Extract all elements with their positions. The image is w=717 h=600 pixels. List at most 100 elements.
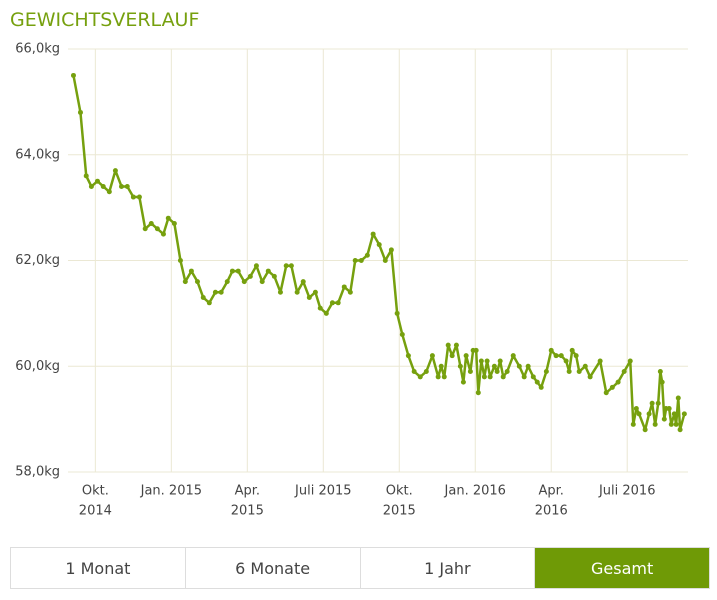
point bbox=[657, 369, 663, 375]
point bbox=[615, 379, 621, 385]
point bbox=[649, 400, 655, 406]
point bbox=[497, 358, 503, 364]
point bbox=[364, 252, 370, 258]
point bbox=[294, 289, 300, 295]
point bbox=[83, 173, 89, 179]
point bbox=[130, 194, 136, 200]
point bbox=[376, 242, 382, 248]
x-tick-label: Jan. 2015 bbox=[140, 484, 202, 499]
range-button[interactable]: 6 Monate bbox=[184, 548, 360, 588]
point bbox=[399, 332, 405, 338]
point bbox=[543, 369, 549, 375]
point bbox=[573, 353, 579, 359]
point bbox=[206, 300, 212, 306]
point bbox=[569, 347, 575, 353]
point bbox=[218, 289, 224, 295]
point bbox=[288, 263, 294, 269]
x-tick-label: Jan. 2016 bbox=[444, 484, 506, 499]
point bbox=[94, 178, 100, 184]
point bbox=[633, 406, 639, 412]
point bbox=[388, 247, 394, 253]
x-tick-label: Okt. bbox=[386, 484, 413, 499]
point bbox=[394, 310, 400, 316]
point bbox=[100, 183, 106, 189]
point bbox=[382, 258, 388, 263]
point bbox=[253, 263, 259, 269]
point bbox=[491, 363, 497, 369]
point bbox=[449, 353, 455, 359]
point bbox=[329, 300, 335, 306]
range-button[interactable]: 1 Monat bbox=[65, 558, 131, 578]
point bbox=[335, 300, 341, 306]
point bbox=[473, 347, 479, 353]
point bbox=[88, 183, 94, 189]
point bbox=[609, 384, 615, 390]
point bbox=[347, 289, 353, 295]
point bbox=[668, 421, 674, 427]
chart: GEWICHTSVERLAUF 58,0kg 60,0kg 62,0kg 64,0kg… bbox=[10, 9, 688, 519]
x-tick-label: 2016 bbox=[535, 504, 568, 519]
point bbox=[646, 411, 652, 417]
point bbox=[538, 384, 544, 390]
point bbox=[636, 411, 642, 417]
point bbox=[352, 258, 358, 263]
point bbox=[224, 279, 230, 285]
point bbox=[429, 353, 435, 359]
x-tick-label: 2014 bbox=[79, 504, 112, 519]
point bbox=[271, 273, 277, 279]
point bbox=[235, 268, 241, 274]
point bbox=[478, 358, 484, 364]
point bbox=[582, 363, 588, 369]
point bbox=[445, 342, 451, 348]
point bbox=[435, 374, 441, 380]
x-tick-label: Okt. bbox=[82, 484, 109, 499]
point bbox=[558, 353, 564, 359]
point bbox=[494, 369, 500, 375]
point bbox=[516, 363, 522, 369]
point bbox=[642, 427, 648, 433]
point bbox=[306, 295, 312, 301]
point bbox=[463, 353, 469, 359]
point bbox=[136, 194, 142, 200]
range-selector: 1 Monat 6 Monate 1 Jahr Gesamt bbox=[10, 547, 710, 589]
point bbox=[124, 183, 130, 189]
point bbox=[283, 263, 289, 269]
point bbox=[405, 353, 411, 359]
y-tick-label: 66,0kg bbox=[15, 42, 60, 57]
point bbox=[112, 168, 118, 174]
y-tick-label: 60,0kg bbox=[15, 359, 60, 374]
point bbox=[241, 279, 247, 285]
point bbox=[566, 369, 572, 375]
point bbox=[160, 231, 166, 237]
point bbox=[673, 421, 679, 427]
y-tick-label: 58,0kg bbox=[15, 465, 60, 480]
point bbox=[323, 310, 329, 316]
range-button[interactable]: 1 Jahr bbox=[359, 548, 535, 588]
point bbox=[677, 427, 683, 433]
point bbox=[460, 379, 466, 385]
x-tick-label: Juli 2016 bbox=[598, 484, 656, 499]
point bbox=[534, 379, 540, 385]
point bbox=[500, 374, 506, 380]
y-tick-label: 64,0kg bbox=[15, 147, 60, 162]
point bbox=[317, 305, 323, 311]
point bbox=[525, 363, 531, 369]
point bbox=[423, 369, 429, 375]
point bbox=[441, 374, 447, 380]
point bbox=[681, 411, 687, 417]
point bbox=[627, 358, 633, 364]
point bbox=[484, 358, 490, 364]
point bbox=[265, 268, 271, 274]
point bbox=[229, 268, 235, 274]
point bbox=[576, 369, 582, 375]
point bbox=[200, 295, 206, 301]
point bbox=[171, 220, 177, 226]
point bbox=[521, 374, 527, 380]
point bbox=[259, 279, 265, 285]
point bbox=[563, 358, 569, 364]
x-tick-label: 2015 bbox=[383, 504, 416, 519]
point bbox=[277, 289, 283, 295]
range-button[interactable]: Gesamt bbox=[534, 548, 709, 588]
point bbox=[510, 353, 516, 359]
